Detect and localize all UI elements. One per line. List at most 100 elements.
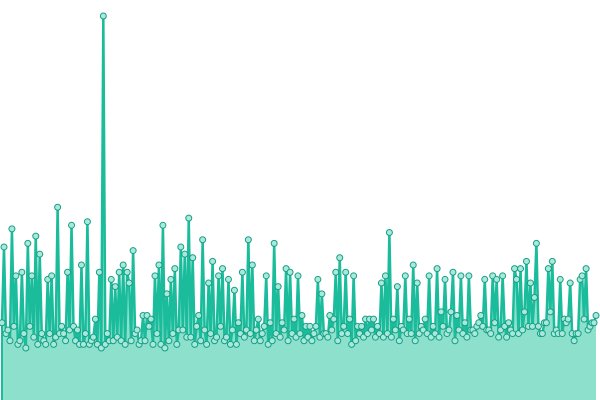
data-point [513,275,521,283]
data-point [161,344,169,352]
data-point [481,275,489,283]
data-point [574,330,582,338]
data-point [207,330,215,338]
data-point [219,265,227,273]
data-point [499,272,507,280]
data-point [270,239,278,247]
data-point [83,218,91,226]
data-point [413,279,421,287]
data-point [451,337,459,345]
data-point [232,340,240,348]
data-point [391,326,399,334]
data-point [234,319,242,327]
data-point [79,340,87,348]
data-point [224,275,232,283]
data-point [10,322,18,330]
data-point [546,308,554,316]
data-point [409,261,417,269]
data-point [338,330,346,338]
data-point [125,279,133,287]
data-point [578,272,586,280]
data-point [91,315,99,323]
data-point [274,283,282,291]
data-point [558,330,566,338]
data-point [73,326,81,334]
data-point [276,333,284,341]
data-point [580,315,588,323]
data-point [336,254,344,262]
data-point [381,272,389,280]
data-point [89,333,97,341]
data-point [310,330,318,338]
data-point [42,340,50,348]
data-point [179,326,187,334]
data-point [213,333,221,341]
data-point [542,319,550,327]
data-point [99,12,107,20]
data-point [68,221,76,229]
data-point [165,337,173,345]
data-point [95,268,103,276]
data-point [368,326,376,334]
data-point [32,232,40,240]
data-point [169,330,177,338]
data-point [556,275,564,283]
data-point [471,330,479,338]
data-point [111,283,119,291]
data-point [199,236,207,244]
data-point [511,265,519,273]
data-point [308,337,316,345]
data-point [246,330,254,338]
data-point [201,326,209,334]
data-point [115,268,123,276]
data-point [328,326,336,334]
data-point [352,337,360,345]
data-point [149,340,157,348]
data-point [544,265,552,273]
data-point [181,250,189,258]
data-point [453,312,461,320]
data-point [389,315,397,323]
data-point [197,337,205,345]
data-point [290,315,298,323]
data-point [296,330,304,338]
data-point [425,272,433,280]
data-point [203,340,211,348]
data-point [6,337,14,345]
data-point [503,333,511,341]
data-point [491,319,499,327]
data-point [230,286,238,294]
data-point [590,319,598,327]
data-point [191,340,199,348]
line-layer [0,14,598,350]
data-point [103,330,111,338]
data-point [495,333,503,341]
data-point [437,308,445,316]
data-point [155,261,163,269]
data-point [195,312,203,320]
data-point [312,322,320,330]
data-point [318,290,326,298]
data-point [387,333,395,341]
data-point [346,315,354,323]
data-point [129,247,137,255]
data-point [441,275,449,283]
data-point [64,268,72,276]
data-point [34,340,42,348]
data-point [344,330,352,338]
data-point [280,326,288,334]
data-point [185,214,193,222]
data-point [370,315,378,323]
data-point [447,308,455,316]
data-point [167,275,175,283]
data-point [429,322,437,330]
data-point [564,315,572,323]
data-point [445,326,453,334]
data-point [123,268,131,276]
data-point [141,337,149,345]
data-point [457,272,465,280]
data-point [107,275,115,283]
data-point [238,268,246,276]
data-point [240,333,248,341]
